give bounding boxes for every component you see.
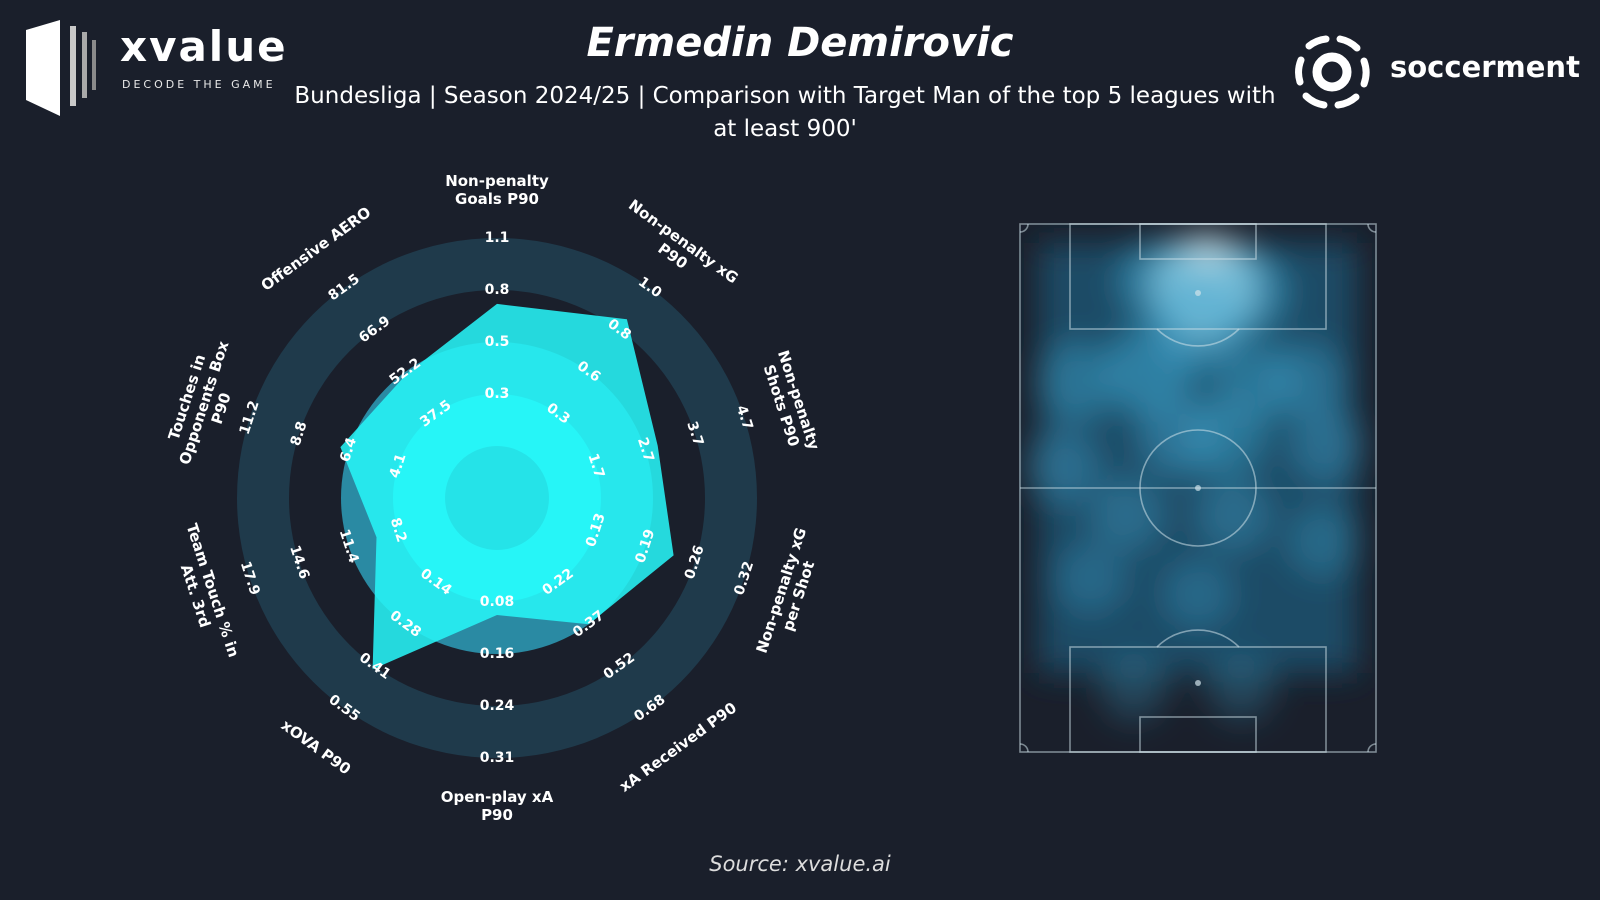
radar-axis-label: xOVA P90 (278, 716, 354, 778)
radar-tick-label: 2.7 (634, 436, 657, 465)
soccerment-ball-icon (1295, 35, 1370, 109)
xvalue-tagline: DECODE THE GAME (122, 78, 276, 91)
radar-tick-label: 1.7 (584, 452, 607, 481)
heatmap-hotspot (1056, 543, 1125, 613)
heatmap-hotspot (1037, 343, 1116, 421)
bottom-six-yard-box (1139, 716, 1257, 753)
radar-tick-label: 8.8 (288, 419, 311, 448)
heatmap-hotspot (1163, 559, 1233, 629)
centre-spot (1195, 485, 1201, 491)
heatmap-hotspot (1104, 328, 1192, 415)
radar-axis-label-line: Open-play xA (441, 788, 554, 806)
xvalue-wordmark: xvalue (120, 22, 288, 71)
centre-circle (1139, 429, 1257, 547)
pitch-markings (1019, 223, 1377, 753)
chart-title: Ermedin Demirovic (586, 20, 1014, 66)
player-polygon (340, 303, 674, 670)
corner-arc-br (1367, 743, 1377, 753)
radar-axis-label: Non-penalty xGper Shot (753, 525, 820, 661)
radar-axis-label-line: Non-penalty xG (625, 196, 741, 287)
corner-arc-tr (1367, 223, 1377, 233)
chart-subtitle: Bundesliga | Season 2024/25 | Comparison… (294, 83, 1276, 142)
radar-tick-label: 1.1 (485, 230, 510, 246)
radar-tick-label: 0.3 (485, 386, 510, 402)
soccerment-logo: soccerment (1294, 34, 1584, 110)
radar-axis-label-line: Goals P90 (455, 190, 539, 208)
bottom-penalty-arc (1156, 629, 1240, 648)
radar-tick-label: 0.8 (485, 282, 510, 298)
heatmap-hotspot (1208, 656, 1274, 723)
top-penalty-spot (1195, 290, 1201, 296)
heatmap-hotspot (1090, 478, 1163, 551)
radar-tick-label: 0.08 (480, 594, 515, 610)
radar-tick-label: 6.4 (337, 435, 360, 464)
source-note: Source: xvalue.ai (709, 852, 891, 876)
xvalue-logo: xvalue DECODE THE GAME (26, 20, 286, 116)
radar-tick-label: 4.1 (387, 452, 410, 481)
heatmap-hotspot (1288, 506, 1359, 576)
xvalue-logo-mark (26, 20, 96, 116)
radar-axis-label-line: Non-penalty (445, 172, 549, 190)
radar-tick-label: 0.16 (480, 646, 515, 662)
top-penalty-arc (1156, 328, 1240, 347)
radar-tick-label: 8.2 (387, 516, 410, 545)
radar-tick-label: 4.7 (733, 403, 756, 432)
heatmap-hotspot (1187, 395, 1266, 475)
heatmap-hotspot (1025, 430, 1099, 504)
radar-axis-label: Non-penalty Goals P90 (445, 172, 549, 208)
heatmap-hotspot (1197, 478, 1270, 551)
radar-axis-label: Team Touch % inAtt. 3rd (165, 521, 242, 665)
heatmap-hotspot (1267, 344, 1344, 420)
corner-arc-bl (1019, 743, 1029, 753)
radar-chart: 0.30.50.81.10.30.60.81.01.72.73.74.70.13… (158, 172, 820, 824)
soccerment-wordmark: soccerment (1390, 50, 1580, 84)
radar-tick-label: 0.24 (480, 698, 515, 714)
top-six-yard-box (1139, 223, 1257, 260)
radar-axis-label: Non-penaltyShots P90 (757, 348, 820, 458)
corner-arc-tl (1019, 223, 1029, 233)
radar-axis-label: Open-play xA P90 (441, 788, 554, 824)
radar-axis-label: Touches inOpponents BoxP90 (158, 333, 249, 472)
radar-axis-label-line: P90 (481, 806, 513, 824)
bottom-penalty-spot (1195, 680, 1201, 686)
heatmap-hotspot (1290, 409, 1364, 483)
heatmap-hotspot (1100, 656, 1167, 723)
touch-heatmap (1019, 223, 1377, 753)
radar-tick-label: 0.31 (480, 750, 515, 766)
radar-tick-label: 0.5 (485, 334, 510, 350)
radar-tick-label: 3.7 (683, 419, 706, 448)
